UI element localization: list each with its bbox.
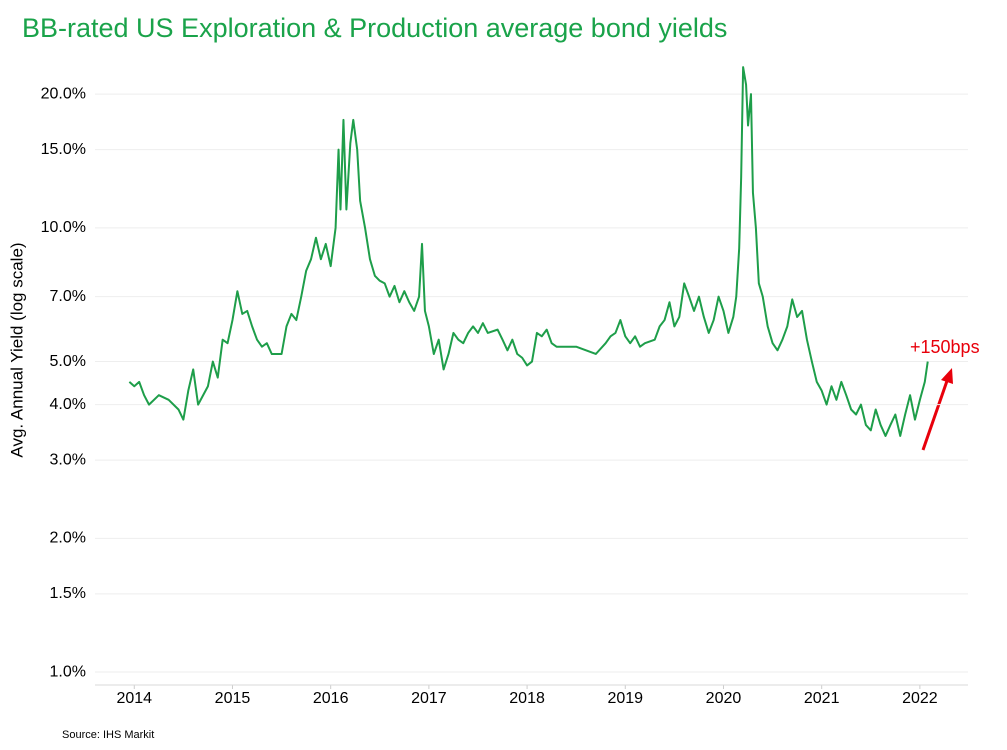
x-tick-label: 2018 <box>509 690 545 707</box>
y-tick-label: 15.0% <box>41 141 86 158</box>
y-axis-label: Avg. Annual Yield (log scale) <box>7 242 26 457</box>
x-tick-label: 2016 <box>313 690 349 707</box>
x-tick-label: 2020 <box>706 690 742 707</box>
x-tick-label: 2015 <box>215 690 251 707</box>
x-tick-label: 2017 <box>411 690 447 707</box>
x-tick-label: 2021 <box>804 690 840 707</box>
y-tick-label: 2.0% <box>50 530 86 547</box>
y-tick-label: 5.0% <box>50 353 86 370</box>
y-tick-label: 20.0% <box>41 85 86 102</box>
x-tick-label: 2019 <box>607 690 643 707</box>
series-line <box>128 66 929 437</box>
x-tick-label: 2022 <box>902 690 938 707</box>
y-tick-label: 4.0% <box>50 396 86 413</box>
source: Source: IHS Markit <box>62 729 154 741</box>
y-tick-label: 7.0% <box>50 288 86 305</box>
annotation: +150bps <box>910 337 980 357</box>
chart-title: BB-rated US Exploration & Production ave… <box>22 13 727 43</box>
y-tick-label: 1.5% <box>50 585 86 602</box>
y-tick-label: 10.0% <box>41 219 86 236</box>
x-tick-label: 2014 <box>116 690 152 707</box>
arrow <box>921 368 953 451</box>
y-tick-label: 1.0% <box>50 663 86 680</box>
y-tick-label: 3.0% <box>50 451 86 468</box>
